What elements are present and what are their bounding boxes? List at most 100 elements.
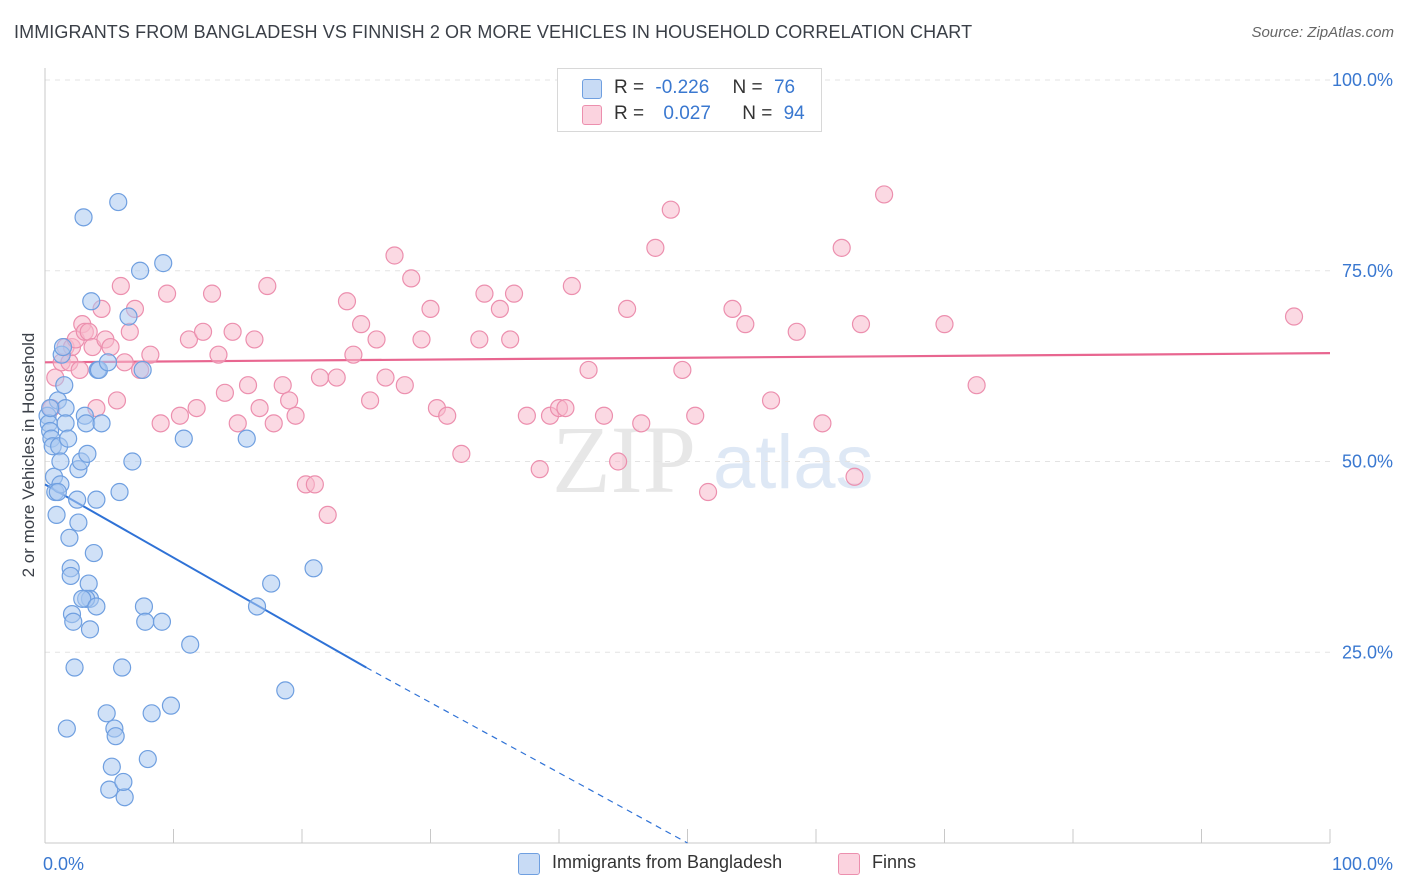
series-swatch-blue xyxy=(518,853,540,875)
point-finns xyxy=(264,414,283,433)
tick-labels: 25.0% 50.0% 75.0% 100.0% 0.0% 100.0% xyxy=(43,70,1393,874)
point-bangladesh xyxy=(82,292,101,311)
point-bangladesh xyxy=(276,681,295,700)
point-bangladesh xyxy=(80,620,100,639)
point-finns xyxy=(215,383,234,402)
point-finns xyxy=(280,391,299,410)
point-finns xyxy=(258,276,277,296)
point-finns xyxy=(579,360,598,380)
point-bangladesh xyxy=(56,414,75,433)
point-bangladesh xyxy=(61,566,80,586)
point-bangladesh xyxy=(154,254,173,273)
point-finns xyxy=(646,238,665,257)
point-bangladesh xyxy=(138,749,157,769)
point-bangladesh xyxy=(112,658,132,677)
point-finns xyxy=(875,185,894,204)
point-finns xyxy=(141,345,160,364)
legend-r-label: R = xyxy=(614,103,645,124)
point-bangladesh xyxy=(247,597,267,616)
point-finns xyxy=(120,322,139,341)
point-finns xyxy=(470,330,489,349)
legend-n-value: 76 xyxy=(773,77,796,98)
point-finns xyxy=(832,238,851,257)
point-finns xyxy=(193,322,213,341)
point-finns xyxy=(209,345,228,364)
point-bangladesh xyxy=(142,704,161,723)
point-finns xyxy=(367,330,386,349)
point-bangladesh xyxy=(56,398,75,418)
point-finns xyxy=(179,330,199,349)
point-bangladesh xyxy=(47,505,66,525)
point-bangladesh xyxy=(53,337,73,357)
point-finns xyxy=(761,391,781,410)
point-finns xyxy=(452,444,471,463)
point-bangladesh xyxy=(262,574,281,593)
point-finns xyxy=(385,246,404,265)
point-finns xyxy=(723,299,742,318)
series-name-pink: Finns xyxy=(872,852,917,872)
x-tick-label: 0.0% xyxy=(43,854,84,874)
point-finns xyxy=(170,406,190,425)
point-finns xyxy=(352,315,371,334)
watermark-atlas: atlas xyxy=(713,420,874,505)
point-bangladesh xyxy=(110,482,129,502)
point-finns xyxy=(556,398,575,418)
point-bangladesh xyxy=(97,704,116,723)
point-bangladesh xyxy=(48,482,67,502)
point-bangladesh xyxy=(59,429,78,448)
point-bangladesh xyxy=(152,612,172,631)
point-bangladesh xyxy=(133,360,152,380)
x-tick-label: 100.0% xyxy=(1332,854,1393,874)
point-bangladesh xyxy=(102,757,121,776)
legend-r-value: 0.027 xyxy=(663,103,711,124)
point-bangladesh xyxy=(65,658,84,677)
point-finns xyxy=(115,353,134,372)
y-tick-label: 50.0% xyxy=(1342,452,1393,472)
legend-n-label: N = xyxy=(732,77,763,98)
point-bangladesh xyxy=(161,696,181,715)
point-finns xyxy=(202,284,222,303)
point-finns xyxy=(79,322,98,341)
point-finns xyxy=(107,391,127,410)
legend-n-label: N = xyxy=(742,103,773,124)
point-bangladesh xyxy=(98,353,118,372)
point-bangladesh xyxy=(119,307,138,326)
point-bangladesh xyxy=(57,719,76,738)
point-finns xyxy=(594,406,614,425)
point-finns xyxy=(845,467,864,486)
point-finns xyxy=(310,368,330,387)
point-finns xyxy=(813,414,832,433)
point-bangladesh xyxy=(181,635,200,654)
point-finns xyxy=(395,376,414,395)
point-finns xyxy=(736,315,755,334)
point-bangladesh xyxy=(64,612,83,631)
point-finns xyxy=(111,276,130,296)
point-finns xyxy=(412,330,431,349)
point-finns xyxy=(70,360,89,380)
point-finns xyxy=(337,292,357,311)
point-bangladesh xyxy=(87,597,106,616)
point-finns xyxy=(376,368,395,387)
point-finns xyxy=(504,284,524,303)
point-finns xyxy=(686,406,705,425)
point-bangladesh xyxy=(109,192,128,212)
point-finns xyxy=(562,276,581,296)
point-bangladesh xyxy=(87,490,106,509)
point-finns xyxy=(361,391,380,410)
chart-title: IMMIGRANTS FROM BANGLADESH VS FINNISH 2 … xyxy=(14,22,973,42)
point-finns xyxy=(1284,307,1304,326)
point-finns xyxy=(490,299,509,318)
point-bangladesh xyxy=(237,429,256,448)
point-bangladesh xyxy=(69,513,88,532)
point-finns xyxy=(245,330,264,349)
correlation-legend: R = -0.226 N = 76 R = 0.027 N = 94 xyxy=(557,68,822,132)
point-finns xyxy=(438,406,457,425)
point-bangladesh xyxy=(73,589,92,608)
trend-line-bangladesh-extrapolated xyxy=(365,666,688,844)
y-tick-label: 25.0% xyxy=(1342,642,1393,662)
point-finns xyxy=(787,322,806,341)
legend-swatch-pink xyxy=(582,105,602,125)
point-finns xyxy=(501,330,520,349)
point-bangladesh xyxy=(68,490,87,509)
